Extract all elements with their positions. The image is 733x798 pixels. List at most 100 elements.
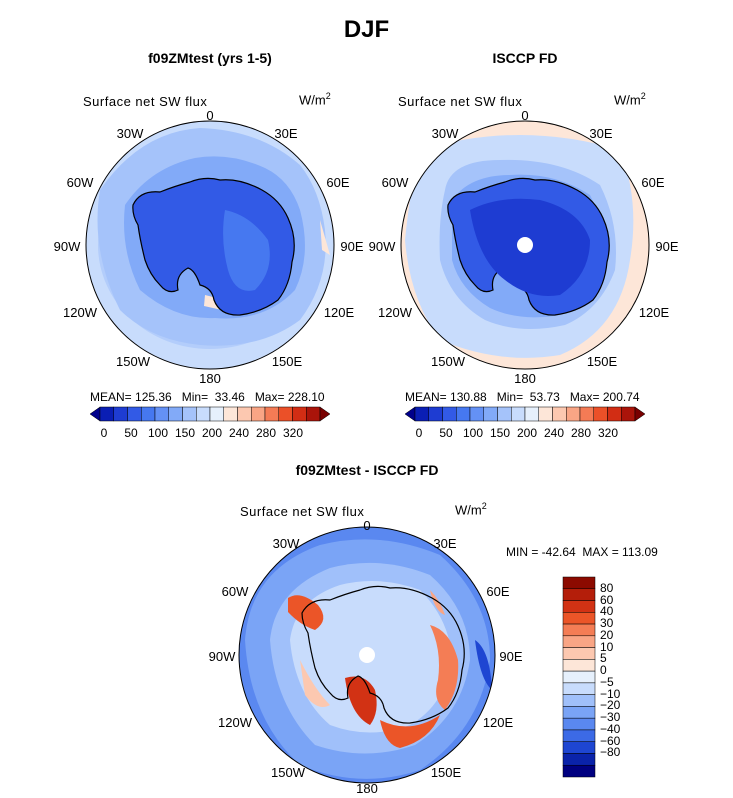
p2-lon-60w: 60W: [381, 175, 409, 190]
p1-cb-tick-240: 240: [228, 426, 250, 440]
panel-2-units: W/m2: [614, 91, 646, 108]
panel-3-colorbar: [562, 576, 596, 778]
panel-3-colorbar-swatch: [562, 694, 596, 707]
p1-lon-120w: 120W: [63, 305, 97, 320]
p2-lon-90e: 90E: [655, 239, 679, 254]
p1-cb-tick-280: 280: [255, 426, 277, 440]
panel-3-antarctica: [301, 585, 465, 724]
p3-lon-90e: 90E: [499, 649, 523, 664]
panel-3-colorbar-tick: −40: [600, 721, 621, 736]
panel-3-colorbar-swatch: [562, 647, 596, 660]
p3-lon-150e: 150E: [430, 765, 462, 780]
p1-lon-90w: 90W: [53, 239, 81, 254]
panel-2-field-label: Surface net SW flux: [398, 94, 523, 109]
p3-lon-30e: 30E: [433, 536, 457, 551]
p2-lon-0: 0: [521, 108, 529, 123]
p1-lon-180: 180: [199, 371, 221, 386]
p2-cb-tick-50: 50: [439, 426, 453, 440]
panel-3-stats: MIN = -42.64 MAX = 113.09: [506, 545, 658, 559]
p3-lon-150w: 150W: [271, 765, 305, 780]
p2-cb-tick-320: 320: [597, 426, 619, 440]
panel-3-colorbar-tick: 30: [600, 616, 614, 631]
panel-3-units: W/m2: [455, 501, 487, 518]
p2-lon-150w: 150W: [431, 354, 465, 369]
p2-lon-30w: 30W: [431, 126, 459, 141]
panel-3-colorbar-tick: 40: [600, 604, 614, 619]
panel-3-colorbar-swatch: [562, 576, 596, 590]
p1-lon-90e: 90E: [340, 239, 364, 254]
panel-1-stats: MEAN= 125.36 Min= 33.46 Max= 228.10: [90, 390, 325, 404]
panel-3-colorbar-tick: 0: [600, 663, 607, 678]
p1-cb-tick-200: 200: [201, 426, 223, 440]
panel-3-colorbar-swatch: [562, 635, 596, 648]
p3-lon-0: 0: [363, 518, 371, 533]
p1-cb-tick-50: 50: [124, 426, 138, 440]
p3-lon-60e: 60E: [486, 584, 510, 599]
panel-3-colorbar-swatch: [562, 588, 596, 601]
p1-cb-tick-100: 100: [147, 426, 169, 440]
panel-3-colorbar-tick: −10: [600, 686, 621, 701]
panel-3-colorbar-swatch: [562, 764, 596, 778]
p3-lon-60w: 60W: [221, 584, 249, 599]
p2-cb-tick-100: 100: [462, 426, 484, 440]
panel-3-title: f09ZMtest - ISCCP FD: [295, 462, 439, 478]
season-title: DJF: [343, 16, 390, 43]
p1-lon-150w: 150W: [116, 354, 150, 369]
panel-3-colorbar-swatch: [562, 706, 596, 719]
p1-lon-0: 0: [206, 108, 214, 123]
panel-2-colorbar-swatch: [634, 406, 646, 422]
p2-lon-30e: 30E: [589, 126, 613, 141]
panel-3-colorbar-tick: 20: [600, 627, 614, 642]
p2-cb-tick-240: 240: [543, 426, 565, 440]
panel-3-colorbar-tick: −5: [600, 674, 614, 689]
p2-lon-90w: 90W: [368, 239, 396, 254]
p3-lon-180: 180: [356, 781, 378, 796]
p2-cb-tick-150: 150: [489, 426, 511, 440]
panel-3-colorbar-tick: 60: [600, 592, 614, 607]
panel-3-colorbar-swatch: [562, 717, 596, 731]
panel-3-colorbar-tick: −60: [600, 733, 621, 748]
panel-3-colorbar-swatch: [562, 753, 596, 766]
p2-lon-180: 180: [514, 371, 536, 386]
panel-3-colorbar-swatch: [562, 623, 596, 637]
p2-lon-120w: 120W: [378, 305, 412, 320]
panel-3-colorbar-swatch: [562, 670, 596, 684]
panel-3-colorbar-tick: −20: [600, 698, 621, 713]
panel-3-colorbar-tick: 5: [600, 651, 607, 666]
panel-3-colorbar-tick: −30: [600, 710, 621, 725]
p1-lon-120e: 120E: [323, 305, 355, 320]
p2-lon-60e: 60E: [641, 175, 665, 190]
panel-3-colorbar-swatch: [562, 682, 596, 695]
p2-cb-tick-0: 0: [415, 426, 423, 440]
p1-cb-tick-0: 0: [100, 426, 108, 440]
p1-lon-30e: 30E: [274, 126, 298, 141]
panel-2-colorbar: [404, 406, 646, 422]
panel-3-colorbar-swatch: [562, 612, 596, 625]
panel-3-colorbar-tick: 10: [600, 639, 614, 654]
p2-cb-tick-200: 200: [516, 426, 538, 440]
p1-lon-30w: 30W: [116, 126, 144, 141]
p1-cb-tick-320: 320: [282, 426, 304, 440]
p2-cb-tick-280: 280: [570, 426, 592, 440]
p1-lon-60w: 60W: [66, 175, 94, 190]
p3-lon-90w: 90W: [208, 649, 236, 664]
panel-3-colorbar-swatch: [562, 729, 596, 742]
p1-lon-150e: 150E: [271, 354, 303, 369]
panel-3-colorbar-swatch: [562, 600, 596, 613]
panel-1-colorbar: [89, 406, 331, 422]
panel-1-units: W/m2: [299, 91, 331, 108]
panel-2-stats: MEAN= 130.88 Min= 53.73 Max= 200.74: [405, 390, 640, 404]
panel-1-colorbar-swatch: [319, 406, 331, 422]
panel-1-field-label: Surface net SW flux: [83, 94, 208, 109]
p2-lon-150e: 150E: [586, 354, 618, 369]
panel-3-colorbar-tick: 80: [600, 580, 614, 595]
panel-3-field-label: Surface net SW flux: [240, 504, 365, 519]
panel-1-title: f09ZMtest (yrs 1-5): [148, 50, 272, 66]
p1-lon-60e: 60E: [326, 175, 350, 190]
panel-3-colorbar-swatch: [562, 741, 596, 754]
p1-cb-tick-150: 150: [174, 426, 196, 440]
p3-lon-30w: 30W: [272, 536, 300, 551]
